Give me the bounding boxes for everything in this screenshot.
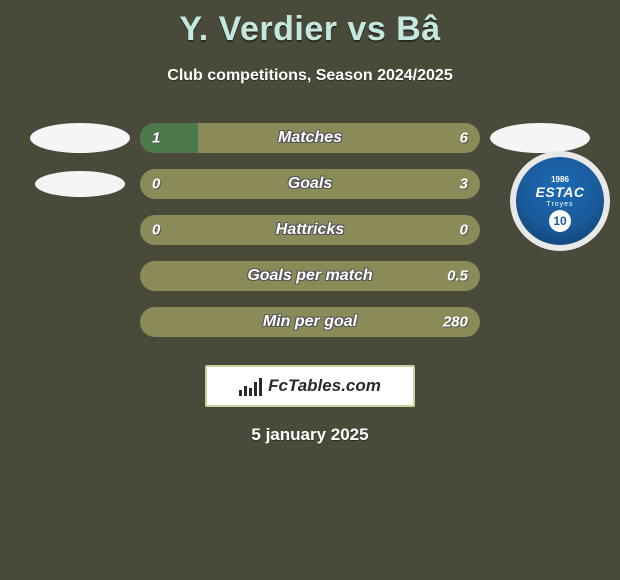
stat-bar-left-fill [140, 123, 198, 153]
stat-label: Goals per match [247, 267, 372, 285]
stat-bar: Goals per match 0.5 [140, 261, 480, 291]
subtitle: Club competitions, Season 2024/2025 [0, 67, 620, 85]
stat-value-right: 280 [443, 314, 468, 331]
stat-row: Goals per match 0.5 [0, 253, 620, 299]
stat-value-left: 1 [152, 130, 160, 147]
player1-placeholder-icon [35, 171, 125, 197]
stat-label: Hattricks [276, 221, 344, 239]
date-label: 5 january 2025 [0, 425, 620, 445]
stat-bar: 0 Hattricks 0 [140, 215, 480, 245]
stat-label: Matches [278, 129, 342, 147]
stat-value-right: 3 [460, 176, 468, 193]
bar-chart-icon [239, 376, 262, 396]
crest-sub-text: Troyes [546, 201, 573, 208]
stat-bar: 0 Goals 3 [140, 169, 480, 199]
player1-badge [20, 123, 140, 153]
crest-number: 10 [549, 210, 571, 232]
player2-placeholder-icon [490, 123, 590, 153]
stat-value-left: 0 [152, 176, 160, 193]
stat-value-right: 0.5 [447, 268, 468, 285]
player2-badge-slot [480, 123, 600, 153]
stat-value-right: 6 [460, 130, 468, 147]
club-crest-icon: 1986 ESTAC Troyes 10 [510, 151, 610, 251]
player1-placeholder-icon [30, 123, 130, 153]
crest-main-text: ESTAC [536, 184, 585, 200]
page-title: Y. Verdier vs Bâ [0, 0, 620, 49]
stat-bar: Min per goal 280 [140, 307, 480, 337]
stat-value-left: 0 [152, 222, 160, 239]
player2-club-crest: 1986 ESTAC Troyes 10 [510, 151, 610, 251]
stat-label: Min per goal [263, 313, 357, 331]
crest-year: 1986 [551, 175, 569, 184]
brand-text: FcTables.com [268, 376, 381, 396]
comparison-chart: 1 Matches 6 0 Goals 3 0 Hattricks 0 [0, 115, 620, 345]
stat-value-right: 0 [460, 222, 468, 239]
footer-brand[interactable]: FcTables.com [205, 365, 415, 407]
stat-bar: 1 Matches 6 [140, 123, 480, 153]
stat-label: Goals [288, 175, 332, 193]
player1-badge [20, 171, 140, 197]
stat-row: Min per goal 280 [0, 299, 620, 345]
